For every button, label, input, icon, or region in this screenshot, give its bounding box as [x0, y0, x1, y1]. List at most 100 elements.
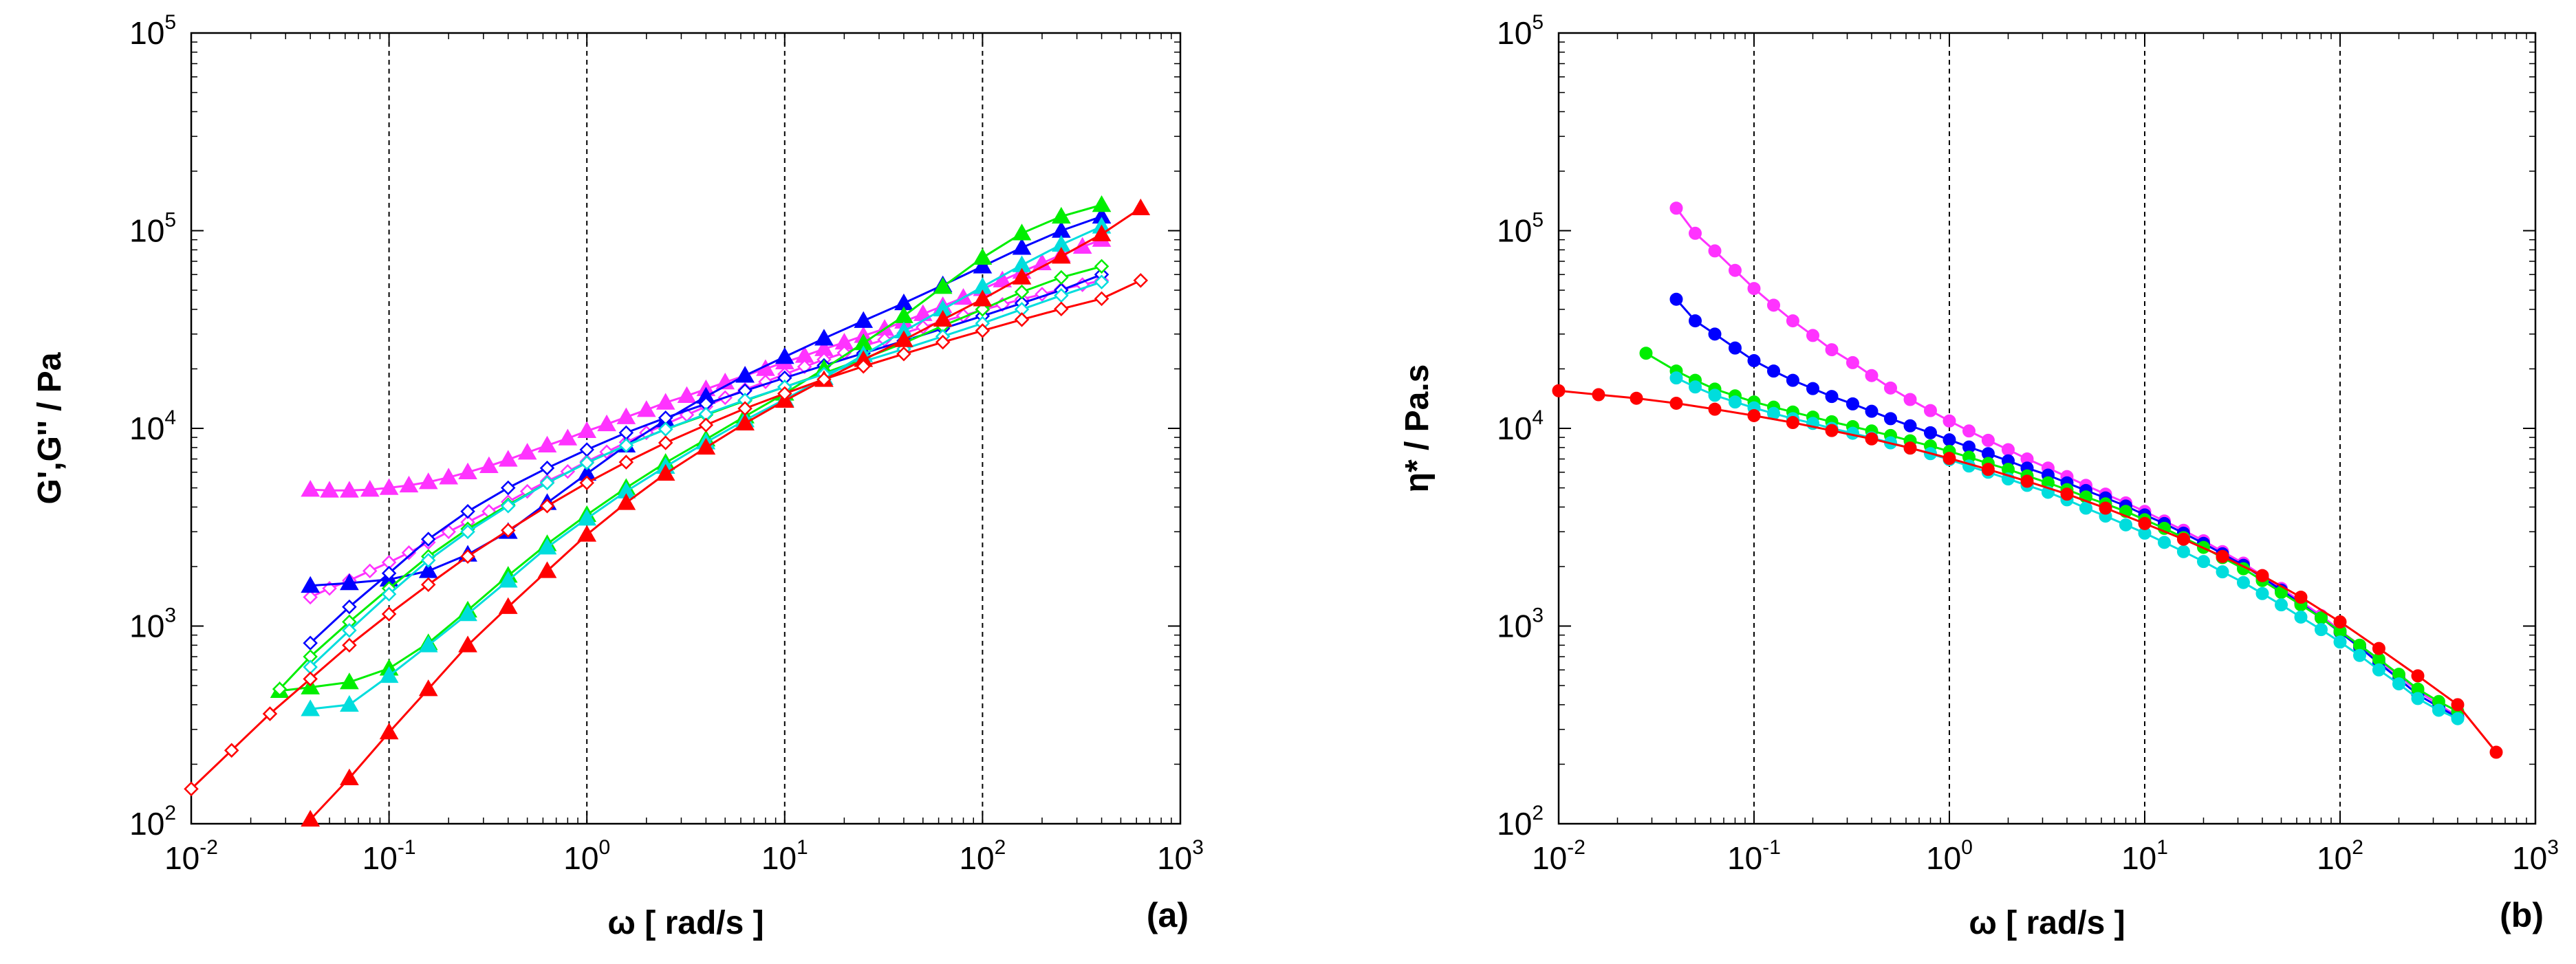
data-point-diamond — [975, 323, 991, 338]
data-point-circle — [1865, 432, 1879, 446]
data-point-diamond — [1054, 301, 1069, 317]
data-point-diamond — [362, 563, 378, 579]
data-point-triangle — [418, 635, 438, 653]
data-point-diamond — [1094, 259, 1110, 274]
data-point-triangle — [301, 809, 321, 827]
data-point-triangle — [458, 635, 477, 653]
data-point-circle — [1708, 402, 1722, 416]
series-8 — [301, 198, 1151, 827]
data-point-triangle — [498, 571, 518, 588]
y-tick-label: 105 — [129, 11, 176, 51]
data-point-triangle — [1012, 238, 1032, 255]
data-point-diamond — [460, 524, 475, 540]
data-point-triangle — [558, 428, 578, 446]
data-point-circle — [1767, 364, 1781, 378]
y-tick-label: 105 — [1497, 209, 1544, 249]
data-point-triangle — [340, 573, 359, 591]
data-point-triangle — [616, 407, 636, 424]
data-point-circle — [1846, 355, 1859, 369]
x-axis-title: ω [ rad/s ] — [607, 905, 764, 941]
data-point-diamond — [579, 442, 594, 457]
data-point-triangle — [597, 414, 616, 432]
data-point-circle — [1728, 263, 1742, 277]
series-1 — [1669, 292, 2465, 724]
data-point-circle — [1689, 380, 1702, 394]
data-point-triangle — [537, 561, 557, 578]
data-point-circle — [1903, 441, 1917, 455]
data-point-circle — [2236, 576, 2250, 589]
data-point-triangle — [458, 462, 477, 480]
data-point-triangle — [498, 450, 518, 467]
data-point-triangle — [973, 289, 993, 307]
data-point-triangle — [656, 463, 675, 481]
data-point-diamond — [381, 587, 397, 602]
data-point-diamond — [896, 346, 911, 362]
data-point-triangle — [1012, 223, 1032, 241]
x-tick-label: 101 — [2121, 836, 2168, 876]
data-point-triangle — [537, 538, 557, 555]
data-point-diamond — [856, 358, 872, 374]
data-point-triangle — [1051, 206, 1071, 224]
data-point-triangle — [399, 475, 419, 493]
data-point-circle — [1884, 412, 1898, 426]
y-tick-label: 103 — [1497, 604, 1544, 644]
data-point-diamond — [342, 623, 357, 638]
data-point-diamond — [698, 417, 714, 432]
data-point-triangle — [340, 694, 359, 712]
data-point-circle — [1825, 390, 1839, 404]
data-point-circle — [1903, 393, 1917, 406]
data-point-diamond — [460, 549, 475, 565]
data-point-circle — [2176, 532, 2190, 546]
data-point-triangle — [379, 723, 399, 740]
data-point-circle — [1923, 426, 1937, 439]
data-point-circle — [1639, 347, 1653, 360]
y-tick-label: 102 — [1497, 802, 1544, 842]
data-point-diamond — [460, 504, 475, 519]
series-line — [279, 204, 1103, 692]
data-point-circle — [1552, 384, 1566, 397]
data-point-circle — [2079, 501, 2093, 515]
data-point-circle — [1903, 419, 1917, 432]
data-point-circle — [1689, 226, 1702, 240]
data-point-circle — [1962, 424, 1976, 438]
data-point-triangle — [340, 672, 359, 690]
data-point-circle — [1942, 452, 1956, 465]
data-point-circle — [2294, 590, 2308, 604]
data-point-circle — [2392, 677, 2405, 691]
data-point-triangle — [340, 481, 359, 498]
data-point-triangle — [973, 248, 993, 265]
data-point-diamond — [618, 438, 634, 453]
data-point-diamond — [342, 599, 357, 615]
data-point-diamond — [1094, 291, 1110, 307]
x-tick-label: 102 — [2317, 836, 2363, 876]
data-point-diamond — [420, 553, 436, 568]
data-point-triangle — [479, 456, 499, 474]
data-point-triangle — [418, 472, 438, 490]
data-point-triangle — [814, 329, 834, 346]
data-point-circle — [1981, 463, 1995, 476]
y-tick-label: 104 — [1497, 406, 1544, 446]
data-point-triangle — [577, 525, 597, 542]
series-6 — [301, 217, 1112, 716]
panel-label: (a) — [1147, 896, 1189, 934]
data-point-triangle — [1012, 267, 1032, 285]
y-tick-label: 102 — [129, 802, 176, 842]
data-point-circle — [2176, 545, 2190, 558]
data-point-triangle — [933, 277, 953, 294]
data-point-diamond — [1014, 312, 1030, 327]
data-point-diamond — [500, 480, 516, 496]
data-point-circle — [2294, 610, 2308, 624]
series-line — [310, 207, 1142, 820]
data-point-diamond — [1014, 284, 1030, 300]
data-point-diamond — [1133, 273, 1149, 288]
data-point-circle — [2432, 703, 2445, 717]
data-point-triangle — [636, 400, 656, 417]
data-point-triangle — [933, 309, 953, 327]
data-point-diamond — [618, 425, 634, 441]
data-point-circle — [1786, 416, 1799, 430]
data-point-diamond — [618, 454, 634, 470]
data-point-triangle — [379, 478, 399, 495]
x-tick-label: 103 — [1157, 836, 1204, 876]
data-point-circle — [2333, 635, 2347, 649]
data-point-triangle — [616, 493, 636, 510]
